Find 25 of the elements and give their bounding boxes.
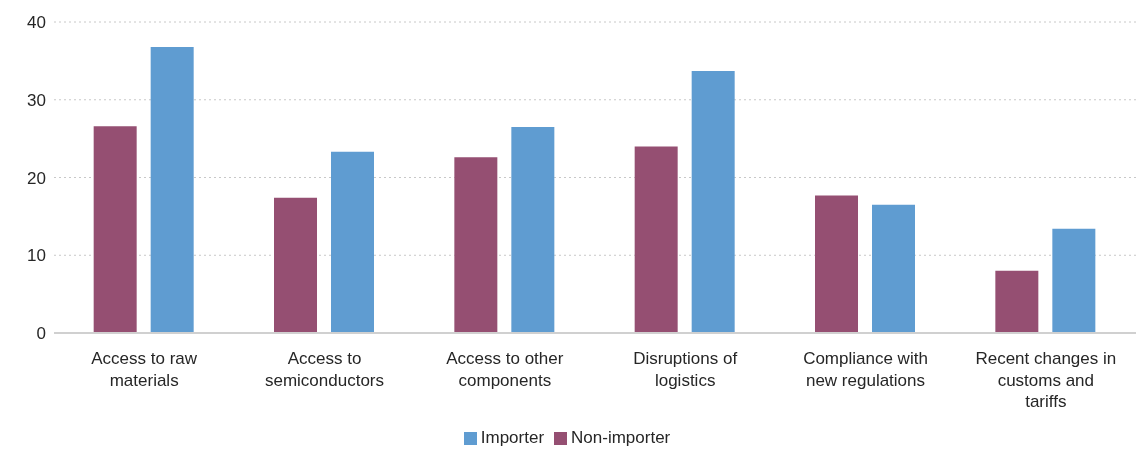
bar: [454, 157, 498, 333]
bar: [1052, 228, 1096, 333]
y-tick-label: 10: [27, 246, 46, 266]
y-tick-label: 30: [27, 90, 46, 110]
x-tick-label: Access to other components: [446, 349, 564, 390]
y-tick-label: 0: [36, 324, 46, 344]
legend-label: Non-importer: [571, 428, 671, 447]
y-tick-label: 40: [27, 13, 46, 33]
legend-label: Importer: [480, 428, 545, 447]
x-tick-label: Access to raw materials: [91, 349, 198, 390]
bar: [274, 197, 318, 333]
bar: [93, 126, 137, 333]
bar: [634, 146, 678, 333]
bar: [511, 126, 555, 333]
bar: [150, 46, 194, 333]
x-tick-label: Access to semiconductors: [264, 349, 385, 390]
bar: [872, 204, 916, 333]
x-tick-label: Recent changes in customs and tariffs: [975, 349, 1117, 411]
bar: [331, 151, 375, 333]
y-tick-label: 20: [27, 168, 46, 188]
bar: [691, 70, 735, 333]
x-tick-label: Disruptions of logistics: [633, 349, 738, 390]
bar: [815, 195, 859, 333]
bar: [995, 270, 1039, 333]
x-tick-label: Compliance with new regulations: [803, 349, 928, 390]
